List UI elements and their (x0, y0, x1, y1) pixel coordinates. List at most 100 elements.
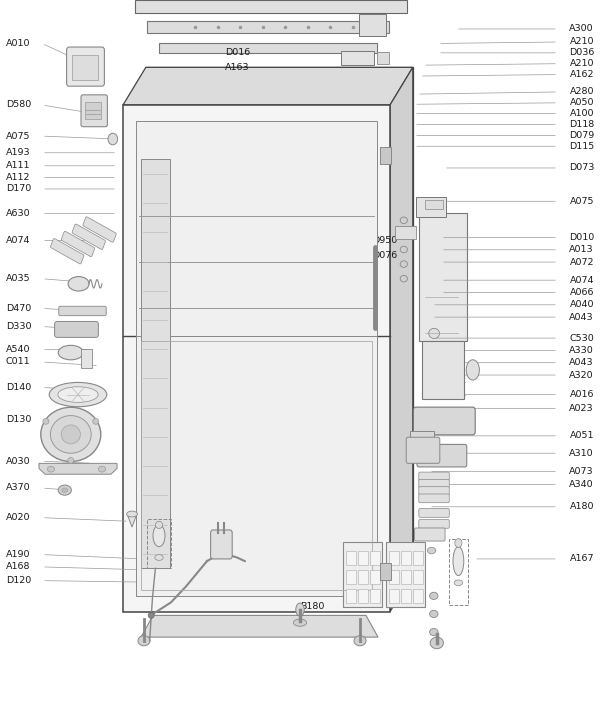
Ellipse shape (429, 329, 439, 339)
Text: A074: A074 (569, 276, 594, 285)
Bar (359, 14, 386, 36)
Bar (370, 570, 380, 584)
FancyBboxPatch shape (55, 321, 98, 337)
Ellipse shape (454, 580, 463, 586)
Ellipse shape (400, 275, 407, 282)
Polygon shape (146, 67, 413, 574)
FancyBboxPatch shape (415, 528, 445, 541)
Bar (389, 589, 399, 603)
Text: A016: A016 (569, 390, 594, 399)
Text: A035: A035 (6, 274, 31, 283)
Bar (422, 341, 464, 399)
Bar (358, 589, 368, 603)
Polygon shape (39, 463, 117, 474)
Text: B180: B180 (300, 602, 325, 611)
Text: D170: D170 (6, 185, 31, 193)
Text: D010: D010 (569, 233, 594, 242)
Ellipse shape (58, 387, 98, 403)
Text: A370: A370 (6, 484, 31, 492)
FancyBboxPatch shape (81, 95, 107, 127)
Text: C011: C011 (6, 358, 31, 366)
Text: A072: A072 (569, 258, 594, 266)
Bar (346, 551, 356, 565)
Text: A051: A051 (569, 432, 594, 440)
Ellipse shape (47, 466, 55, 472)
Ellipse shape (296, 603, 304, 616)
Bar (401, 589, 411, 603)
Polygon shape (141, 615, 378, 637)
Text: A630: A630 (6, 209, 31, 218)
Bar (413, 551, 423, 565)
FancyBboxPatch shape (413, 407, 475, 435)
Bar (389, 551, 399, 565)
Text: D016: D016 (225, 49, 250, 57)
Text: D120: D120 (6, 576, 31, 585)
Text: A167: A167 (569, 555, 594, 563)
Ellipse shape (138, 636, 150, 646)
Ellipse shape (430, 610, 438, 618)
FancyBboxPatch shape (419, 479, 449, 488)
Text: A023: A023 (569, 404, 594, 413)
Polygon shape (390, 67, 413, 612)
Ellipse shape (61, 425, 80, 444)
Bar (401, 570, 411, 584)
Text: D130: D130 (6, 416, 31, 424)
Bar (81, 349, 92, 368)
Text: D330: D330 (6, 322, 32, 331)
Text: A280: A280 (569, 88, 594, 96)
FancyBboxPatch shape (406, 437, 440, 463)
FancyBboxPatch shape (83, 216, 116, 243)
Bar (380, 563, 391, 580)
Polygon shape (123, 105, 390, 612)
Text: A193: A193 (6, 148, 31, 157)
Text: A340: A340 (569, 480, 594, 489)
Bar (343, 542, 382, 607)
FancyBboxPatch shape (67, 47, 104, 86)
Text: A050: A050 (569, 98, 594, 107)
Text: A590: A590 (204, 135, 229, 144)
Ellipse shape (93, 418, 99, 424)
Bar (419, 213, 467, 341)
Bar (147, 519, 171, 568)
Text: A163: A163 (225, 63, 250, 72)
Text: D068: D068 (204, 182, 229, 191)
Bar (141, 159, 170, 568)
Text: D073: D073 (569, 164, 594, 172)
Ellipse shape (62, 488, 68, 492)
Text: A100: A100 (569, 109, 594, 118)
Text: A162: A162 (569, 70, 594, 79)
Bar (380, 147, 391, 164)
Text: D140: D140 (6, 383, 31, 392)
Ellipse shape (68, 277, 89, 291)
Text: C530: C530 (569, 334, 594, 342)
Text: A330: A330 (569, 346, 594, 355)
Ellipse shape (455, 539, 462, 547)
Ellipse shape (108, 133, 118, 145)
Ellipse shape (127, 511, 137, 517)
Text: A075: A075 (569, 197, 594, 206)
FancyBboxPatch shape (59, 306, 106, 316)
Bar (358, 551, 368, 565)
Ellipse shape (155, 521, 163, 529)
Bar (370, 551, 380, 565)
Text: A024: A024 (198, 390, 223, 399)
Text: A540: A540 (6, 345, 31, 354)
FancyBboxPatch shape (419, 472, 449, 481)
Bar (389, 570, 399, 584)
Ellipse shape (453, 547, 464, 576)
Polygon shape (136, 121, 377, 336)
Polygon shape (136, 336, 377, 596)
Text: A320: A320 (569, 371, 594, 379)
Text: A074: A074 (6, 236, 31, 245)
Bar (341, 51, 374, 65)
Text: A300: A300 (569, 25, 594, 33)
Bar (346, 589, 356, 603)
Text: A210: A210 (569, 38, 594, 46)
Ellipse shape (430, 628, 438, 636)
FancyBboxPatch shape (419, 520, 449, 529)
Polygon shape (127, 514, 137, 527)
FancyBboxPatch shape (50, 238, 84, 264)
Ellipse shape (41, 407, 101, 462)
Bar (413, 570, 423, 584)
Text: A111: A111 (6, 161, 31, 170)
